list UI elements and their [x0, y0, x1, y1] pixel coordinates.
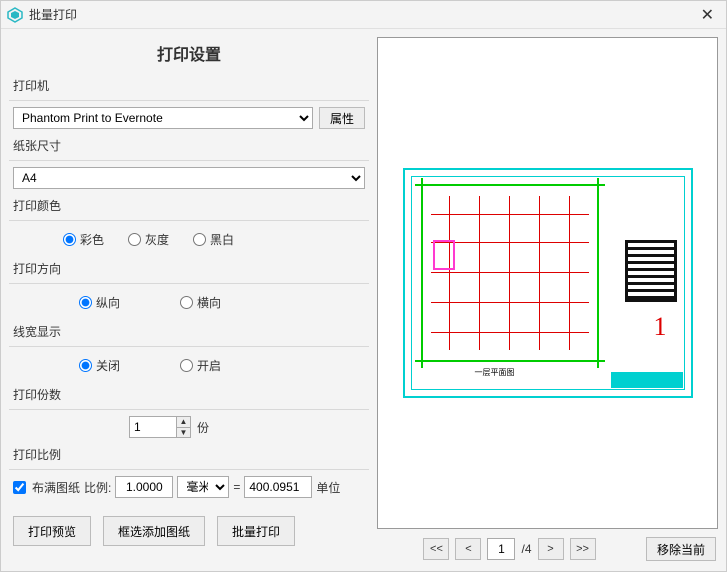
linewidth-radio-off-label: 关闭: [96, 357, 120, 374]
divider: [9, 283, 369, 284]
orientation-label: 打印方向: [9, 258, 369, 281]
scale-result-input[interactable]: [244, 476, 312, 498]
printer-section: 打印机 Phantom Print to Evernote 属性: [9, 75, 369, 129]
orient-radio-portrait-label: 纵向: [96, 294, 120, 311]
linewidth-option-off[interactable]: 关闭: [79, 357, 120, 374]
divider: [9, 160, 369, 161]
batch-print-button[interactable]: 批量打印: [217, 516, 295, 546]
color-radio-gray[interactable]: [128, 233, 141, 246]
scale-ratio-label: 比例:: [84, 479, 111, 496]
scale-unit-select[interactable]: 毫米: [177, 476, 229, 498]
linewidth-radio-on[interactable]: [180, 359, 193, 372]
action-row: 打印预览 框选添加图纸 批量打印: [9, 504, 369, 550]
scale-unit-suffix: 单位: [316, 479, 340, 496]
app-logo-icon: [7, 7, 23, 23]
page-total-label: /4: [521, 542, 531, 556]
color-radio-color[interactable]: [63, 233, 76, 246]
print-preview-button[interactable]: 打印预览: [13, 516, 91, 546]
remove-current-button[interactable]: 移除当前: [646, 537, 716, 561]
settings-heading: 打印设置: [9, 37, 369, 75]
scale-fill-checkbox[interactable]: [13, 481, 26, 494]
color-radio-color-label: 彩色: [80, 231, 104, 248]
paper-section: 纸张尺寸 A4: [9, 135, 369, 189]
orient-radio-landscape-label: 横向: [197, 294, 221, 311]
scale-equals: =: [233, 480, 240, 494]
scale-fill-label: 布满图纸: [32, 479, 80, 496]
linewidth-label: 线宽显示: [9, 321, 369, 344]
drawing-preview: 1 一层平面图: [403, 168, 693, 398]
scale-label: 打印比例: [9, 444, 369, 467]
printer-select[interactable]: Phantom Print to Evernote: [13, 107, 313, 129]
orient-radio-portrait[interactable]: [79, 296, 92, 309]
preview-viewport: 1 一层平面图: [377, 37, 718, 529]
drawing-caption: 一层平面图: [475, 367, 515, 378]
copies-up-icon[interactable]: ▲: [177, 417, 190, 428]
page-last-button[interactable]: >>: [570, 538, 596, 560]
color-section: 打印颜色 彩色 灰度 黑白: [9, 195, 369, 252]
printer-label: 打印机: [9, 75, 369, 98]
copies-down-icon[interactable]: ▼: [177, 428, 190, 438]
floor-plan: [421, 184, 599, 362]
paper-size-select[interactable]: A4: [13, 167, 365, 189]
color-option-color[interactable]: 彩色: [63, 231, 104, 248]
divider: [9, 220, 369, 221]
copies-section: 打印份数 ▲ ▼ 份: [9, 384, 369, 438]
copies-suffix: 份: [197, 419, 209, 436]
color-radio-bw-label: 黑白: [210, 231, 234, 248]
linewidth-option-on[interactable]: 开启: [180, 357, 221, 374]
copies-input[interactable]: [130, 417, 176, 437]
orientation-section: 打印方向 纵向 横向: [9, 258, 369, 315]
orient-option-landscape[interactable]: 横向: [180, 294, 221, 311]
legend-table: [625, 240, 677, 302]
divider: [9, 409, 369, 410]
pager-row: << < /4 > >> 移除当前: [377, 529, 718, 563]
batch-print-window: 批量打印 ✕ 打印设置 打印机 Phantom Print to Evernot…: [0, 0, 727, 572]
orient-option-portrait[interactable]: 纵向: [79, 294, 120, 311]
page-first-button[interactable]: <<: [423, 538, 449, 560]
page-next-button[interactable]: >: [538, 538, 564, 560]
linewidth-radio-off[interactable]: [79, 359, 92, 372]
copies-stepper[interactable]: ▲ ▼: [129, 416, 191, 438]
divider: [9, 346, 369, 347]
settings-panel: 打印设置 打印机 Phantom Print to Evernote 属性 纸张…: [9, 37, 369, 563]
dialog-body: 打印设置 打印机 Phantom Print to Evernote 属性 纸张…: [1, 29, 726, 571]
printer-properties-button[interactable]: 属性: [319, 107, 365, 129]
color-option-gray[interactable]: 灰度: [128, 231, 169, 248]
copies-label: 打印份数: [9, 384, 369, 407]
window-title: 批量打印: [29, 6, 695, 23]
title-block: [611, 372, 683, 388]
color-radio-bw[interactable]: [193, 233, 206, 246]
scale-section: 打印比例 布满图纸 比例: 毫米 = 单位: [9, 444, 369, 498]
close-icon[interactable]: ✕: [695, 5, 720, 25]
page-prev-button[interactable]: <: [455, 538, 481, 560]
sheet-number: 1: [654, 312, 667, 342]
color-label: 打印颜色: [9, 195, 369, 218]
page-current-input[interactable]: [487, 538, 515, 560]
linewidth-radio-on-label: 开启: [197, 357, 221, 374]
titlebar: 批量打印 ✕: [1, 1, 726, 29]
scale-ratio-input[interactable]: [115, 476, 173, 498]
linewidth-section: 线宽显示 关闭 开启: [9, 321, 369, 378]
preview-panel: 1 一层平面图 << < /4 > >> 移除当前: [377, 37, 718, 563]
color-radio-gray-label: 灰度: [145, 231, 169, 248]
divider: [9, 469, 369, 470]
orient-radio-landscape[interactable]: [180, 296, 193, 309]
paper-label: 纸张尺寸: [9, 135, 369, 158]
add-frame-button[interactable]: 框选添加图纸: [103, 516, 205, 546]
divider: [9, 100, 369, 101]
color-option-bw[interactable]: 黑白: [193, 231, 234, 248]
